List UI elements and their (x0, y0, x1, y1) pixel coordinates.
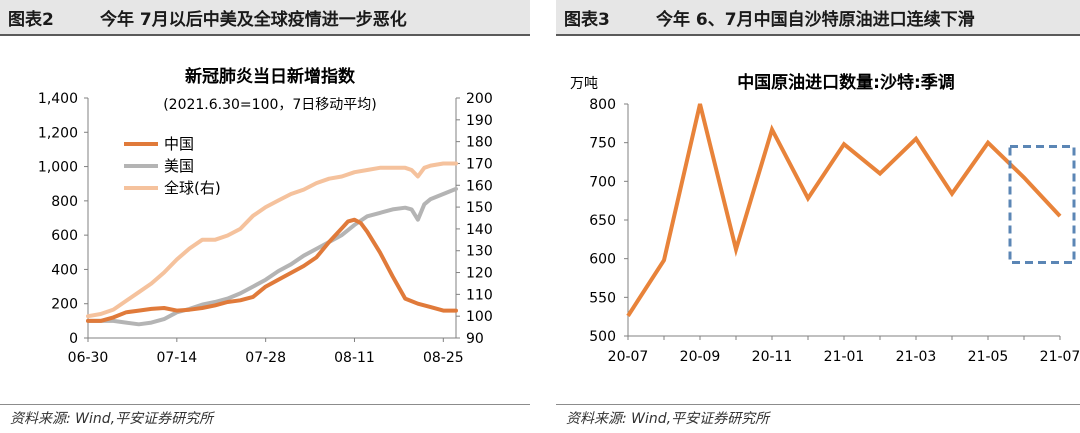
x-tick-label: 21-01 (824, 349, 865, 365)
x-tick-label: 21-03 (896, 349, 937, 365)
y-tick-label: 400 (51, 262, 78, 278)
figure-number: 图表2 (8, 9, 54, 30)
y2-tick-label: 130 (466, 244, 493, 260)
y2-tick-label: 90 (466, 331, 484, 347)
y-tick-label: 1,400 (38, 91, 78, 107)
x-tick-label: 21-05 (968, 349, 1009, 365)
figure-number: 图表3 (564, 9, 610, 30)
highlight-box (1008, 145, 1076, 265)
y-tick-label: 1,000 (38, 160, 78, 176)
figure-title: 今年 6、7月中国自沙特原油进口连续下滑 (656, 9, 975, 30)
y-tick-label: 800 (51, 194, 78, 210)
legend-label-china: 中国 (164, 135, 194, 153)
y-tick-label: 650 (589, 213, 616, 229)
footer-divider (0, 404, 530, 405)
x-tick-label: 08-25 (423, 350, 464, 366)
chart-subtitle: (2021.6.30=100，7日移动平均) (163, 97, 377, 113)
y2-tick-label: 100 (466, 309, 493, 325)
figure-header: 图表2 今年 7月以后中美及全球疫情进一步恶化 (0, 0, 530, 34)
source-note: 资料来源: Wind,平安证券研究所 (566, 411, 770, 427)
chart-title: 新冠肺炎当日新增指数 (185, 66, 356, 87)
y2-tick-label: 200 (466, 91, 493, 107)
series-line-global (86, 161, 458, 319)
x-tick-label: 08-11 (334, 350, 375, 366)
y-tick-label: 1,200 (38, 125, 78, 141)
header-divider (0, 34, 530, 36)
figure-panel-left: 图表2 今年 7月以后中美及全球疫情进一步恶化 新冠肺炎当日新增指数 (2021.… (0, 0, 530, 433)
y-tick-label: 500 (589, 329, 616, 345)
x-tick-label: 07-28 (245, 350, 286, 366)
y2-tick-label: 120 (466, 266, 493, 282)
source-note: 资料来源: Wind,平安证券研究所 (10, 411, 214, 427)
y-tick-label: 700 (589, 174, 616, 190)
y-tick-label: 0 (69, 331, 78, 347)
y2-tick-label: 180 (466, 135, 493, 151)
figure-header: 图表3 今年 6、7月中国自沙特原油进口连续下滑 (556, 0, 1080, 34)
y2-tick-label: 170 (466, 156, 493, 172)
y-tick-label: 800 (589, 97, 616, 113)
y2-tick-label: 160 (466, 178, 493, 194)
x-tick-label: 20-11 (752, 349, 793, 365)
y-tick-label: 750 (589, 136, 616, 152)
x-tick-label: 20-09 (680, 349, 721, 365)
y2-tick-label: 110 (466, 287, 493, 303)
x-tick-label: 21-07 (1040, 349, 1080, 365)
y2-tick-label: 190 (466, 113, 493, 129)
legend-label-us: 美国 (164, 157, 194, 175)
y-tick-label: 200 (51, 297, 78, 313)
series-line-china (86, 217, 458, 323)
figure-title: 今年 7月以后中美及全球疫情进一步恶化 (100, 9, 407, 30)
oil-import-chart: 万吨 中国原油进口数量:沙特:季调 500 550 600 650 700 750 800 20-… (570, 72, 1080, 365)
legend-label-global: 全球(右) (164, 179, 221, 197)
y2-tick-label: 150 (466, 200, 493, 216)
header-divider (556, 34, 1080, 36)
covid-index-chart: 新冠肺炎当日新增指数 (2021.6.30=100，7日移动平均) 0 200 400 6… (38, 66, 493, 366)
y-unit-label: 万吨 (570, 76, 598, 92)
x-tick-label: 06-30 (68, 350, 109, 366)
footer-divider (556, 404, 1080, 405)
y2-tick-label: 140 (466, 222, 493, 238)
chart-title: 中国原油进口数量:沙特:季调 (737, 72, 955, 93)
x-tick-label: 20-07 (608, 349, 649, 365)
y-tick-label: 600 (589, 252, 616, 268)
x-tick-label: 07-14 (156, 350, 197, 366)
series-line-us (86, 186, 458, 327)
figure-panel-right: 图表3 今年 6、7月中国自沙特原油进口连续下滑 万吨 中国原油进口数量:沙特:季… (556, 0, 1080, 433)
y-tick-label: 550 (589, 290, 616, 306)
series-line-oil (626, 103, 1062, 317)
y-tick-label: 600 (51, 228, 78, 244)
